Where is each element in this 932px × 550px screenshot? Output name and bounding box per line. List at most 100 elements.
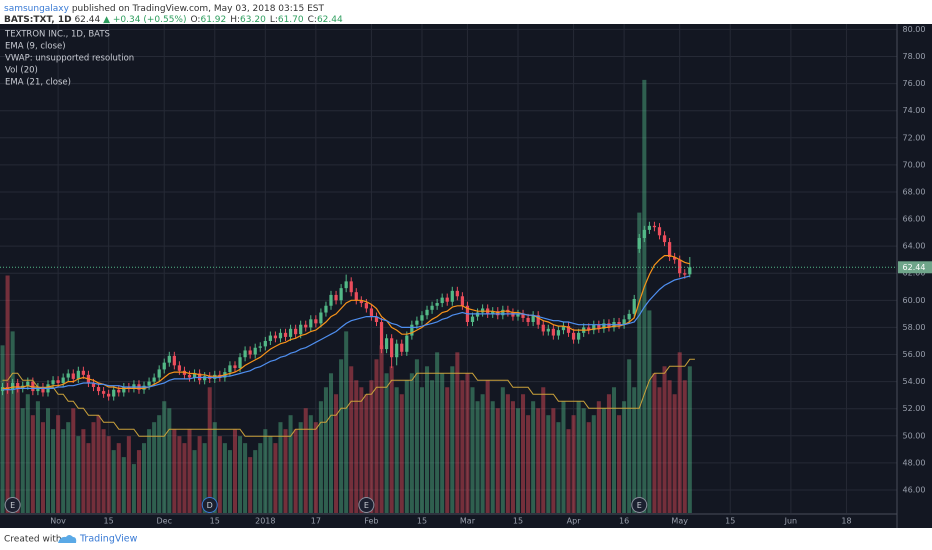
ema-line [2,255,690,390]
volume-bar [202,443,207,513]
volume-bar [419,387,424,513]
volume-bar [475,401,480,513]
candle-body [597,324,601,329]
volume-bar [5,275,10,513]
volume-bar [182,443,187,513]
volume-bar [677,352,682,513]
volume-bar [349,366,354,513]
volume-bar [369,380,374,513]
candle-body [182,370,187,375]
candle-body [112,389,116,397]
event-marker[interactable] [201,497,218,513]
volume-bar [364,394,369,513]
candle-body [546,328,550,332]
event-marker[interactable] [4,497,21,513]
volume-bar [212,422,217,513]
volume-bar [0,345,5,513]
candle-body [521,313,525,318]
volume-bar [470,387,475,513]
candle-body [531,315,535,323]
volume-bar [147,429,152,513]
volume-bar [425,366,430,513]
y-tick-label: 50.00 [903,431,926,440]
event-marker[interactable] [358,497,375,513]
volume-bar [647,310,652,513]
volume-bar [40,422,45,513]
candle-body [309,319,313,328]
candle-body [405,335,409,352]
volume-bar [531,401,536,513]
volume-bar [404,380,409,513]
volume-bar [662,366,667,513]
candle-body [480,308,485,313]
candle-body [379,322,384,350]
author[interactable]: samsungalaxy [4,4,70,14]
volume-bar [172,429,177,513]
candle-body [147,381,151,386]
y-tick-label: 72.00 [903,133,926,142]
y-tick-label: 58.00 [903,323,926,332]
footer-created: Created with [4,535,62,545]
y-tick-label: 68.00 [903,187,926,196]
candle-body [400,343,404,352]
volume-bar [116,443,121,513]
candle-body [673,256,677,260]
volume-bar [657,387,662,513]
candle-body [258,346,262,348]
volume-bar [258,443,263,513]
y-tick-label: 64.00 [903,242,926,251]
candle-body [587,327,591,331]
event-label: E [10,501,15,510]
volume-bar [566,429,571,513]
x-tick-label: Feb [364,517,378,526]
volume-bar [207,387,212,513]
volume-bar [111,450,116,513]
event-label: E [364,501,369,510]
candle-body [197,373,202,381]
volume-bar [414,359,419,513]
volume-bar [283,429,288,513]
y-tick-label: 80.00 [903,25,926,34]
x-tick-label: Nov [50,517,66,526]
candle-body [294,328,298,335]
candle-body [192,373,197,378]
candle-body [571,332,576,340]
candle-body [642,229,646,239]
candle-body [127,387,131,389]
candle-body [203,376,207,381]
candle-body [122,387,126,393]
volume-bar [672,394,677,513]
volume-bar [460,380,465,513]
volume-bar [167,408,172,513]
candle-body [470,316,475,323]
volume-bar [510,401,515,513]
volume-bar [667,380,672,513]
volume-bar [10,331,15,513]
price-axis-bg [897,24,932,528]
candle-body [76,370,80,379]
volume-bar [591,415,596,513]
candle-body [329,294,333,306]
candle-body [248,350,252,355]
candle-body [61,377,65,383]
event-marker[interactable] [631,497,648,513]
volume-bar [596,401,601,513]
candle-body [157,369,161,378]
candle-body [304,324,308,328]
footer-brand[interactable]: TradingView [79,534,138,545]
candle-body [541,324,545,332]
x-tick-label: 15 [210,517,220,526]
candle-body [374,316,379,323]
ohlc-key: O: [191,15,201,25]
candle-body [91,382,96,388]
ohlc-value: 61.70 [278,15,304,25]
volume-bar [480,394,485,513]
volume-bar [490,401,495,513]
volume-bar [263,429,268,513]
candle-body [0,387,5,392]
candle-body [551,328,555,336]
candle-body [395,343,399,358]
candle-body [117,389,121,393]
ohlc-key: H: [230,15,240,25]
